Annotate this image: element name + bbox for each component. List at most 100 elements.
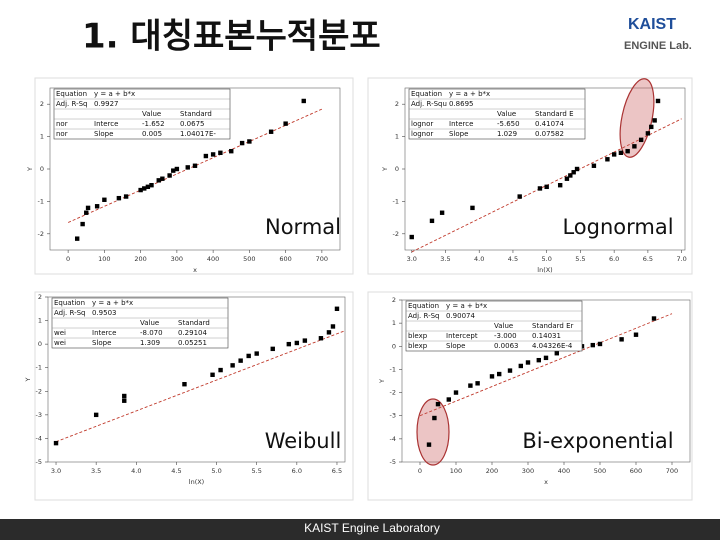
fit-line xyxy=(67,108,323,223)
data-point xyxy=(645,131,651,136)
data-point xyxy=(160,176,165,181)
data-point xyxy=(239,140,245,146)
y-tick-label: -2 xyxy=(38,230,44,238)
data-point xyxy=(597,341,603,347)
data-point xyxy=(537,186,543,191)
y-tick-label: -2 xyxy=(36,387,42,395)
footer-text: KAIST Engine Laboratory xyxy=(304,521,440,535)
x-axis-label: x xyxy=(544,478,548,486)
table-cell: Equation xyxy=(56,90,87,98)
y-tick-label: -4 xyxy=(390,435,396,443)
table-cell: lognor xyxy=(411,130,433,138)
data-point xyxy=(74,236,80,241)
data-point xyxy=(230,363,235,368)
y-tick-label: -1 xyxy=(393,197,399,205)
data-point xyxy=(286,341,292,347)
x-tick-label: 6.0 xyxy=(292,467,302,475)
data-point xyxy=(554,351,559,356)
x-tick-label: 4.0 xyxy=(474,255,484,263)
data-point xyxy=(85,205,91,211)
data-point xyxy=(439,210,445,215)
data-point xyxy=(638,137,644,143)
logo-text: KAIST xyxy=(628,16,676,33)
data-point xyxy=(247,139,252,144)
table-cell: Value xyxy=(497,110,516,118)
fit-line xyxy=(419,313,673,417)
table-cell: Adj. R-Sq xyxy=(54,309,86,317)
data-point xyxy=(470,205,475,211)
logo-box xyxy=(616,14,711,58)
y-axis-label: Y xyxy=(381,167,389,172)
data-point xyxy=(229,148,234,154)
slide-title: 1. 대칭표본누적분포 xyxy=(82,17,381,57)
table-cell: 0.8695 xyxy=(449,100,474,108)
table-cell: 0.05251 xyxy=(178,339,207,347)
y-axis-label: Y xyxy=(26,167,34,172)
y-tick-label: -5 xyxy=(390,458,396,466)
y-tick-label: -1 xyxy=(38,197,44,205)
data-point xyxy=(632,144,637,149)
table-cell: -1.652 xyxy=(142,120,165,128)
data-point xyxy=(468,383,473,388)
data-point xyxy=(203,153,209,159)
x-tick-label: 5.0 xyxy=(211,467,221,475)
data-point xyxy=(518,363,523,369)
table-cell: Adj. R-Sq xyxy=(408,312,440,320)
table-cell: Slope xyxy=(446,342,465,350)
x-tick-label: 4.0 xyxy=(131,467,141,475)
y-tick-label: 2 xyxy=(38,293,42,301)
data-point xyxy=(652,118,657,123)
data-point xyxy=(489,374,495,379)
table-cell: lognor xyxy=(411,120,433,128)
data-point xyxy=(122,393,127,399)
data-point xyxy=(84,210,89,215)
data-point xyxy=(93,412,99,418)
table-cell: -3.000 xyxy=(494,332,517,340)
data-point xyxy=(453,390,459,395)
data-point xyxy=(625,148,630,154)
data-point xyxy=(167,173,172,178)
data-point xyxy=(574,166,580,172)
y-tick-label: 0 xyxy=(395,165,399,173)
data-point xyxy=(605,157,610,162)
distribution-label: Normal xyxy=(265,215,341,239)
table-cell: Adj. R-Sq xyxy=(56,100,88,108)
y-tick-label: 2 xyxy=(40,100,44,108)
table-cell: 0.005 xyxy=(142,130,162,138)
table-cell: 1.029 xyxy=(497,130,517,138)
data-point xyxy=(218,367,223,373)
x-tick-label: 6.0 xyxy=(609,255,619,263)
x-axis-label: ln(X) xyxy=(537,266,552,274)
data-point xyxy=(655,98,661,104)
y-tick-label: 1 xyxy=(395,133,399,141)
table-cell: blexp xyxy=(408,342,428,350)
y-tick-label: 0 xyxy=(40,165,44,173)
y-tick-label: -4 xyxy=(36,434,42,442)
data-point xyxy=(429,218,435,224)
data-point xyxy=(432,415,437,421)
data-point xyxy=(633,332,639,337)
data-point xyxy=(435,401,441,407)
data-point xyxy=(145,184,151,190)
x-tick-label: 100 xyxy=(98,255,110,263)
data-point xyxy=(426,442,432,447)
y-tick-label: -5 xyxy=(36,458,42,466)
y-tick-label: -1 xyxy=(390,365,396,373)
table-cell: y = a + b*x xyxy=(92,299,133,307)
data-point xyxy=(475,381,480,386)
x-tick-label: 6.5 xyxy=(643,255,653,263)
x-tick-label: 400 xyxy=(558,467,570,475)
data-point xyxy=(591,163,597,168)
y-tick-label: -1 xyxy=(36,364,42,372)
table-cell: wei xyxy=(54,339,66,347)
table-cell: y = a + b*x xyxy=(449,90,490,98)
x-tick-label: 4.5 xyxy=(508,255,518,263)
data-point xyxy=(301,98,306,104)
x-tick-label: 300 xyxy=(171,255,183,263)
fit-table xyxy=(51,297,229,349)
data-point xyxy=(174,166,180,172)
x-tick-label: 6.5 xyxy=(332,467,342,475)
table-cell: Standard E xyxy=(535,110,574,118)
table-cell: Value xyxy=(142,110,161,118)
data-point xyxy=(210,372,215,377)
